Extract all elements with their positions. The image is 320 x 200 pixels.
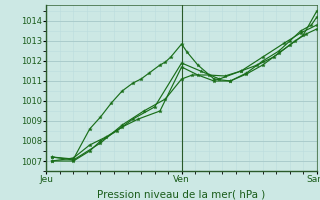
X-axis label: Pression niveau de la mer( hPa ): Pression niveau de la mer( hPa ) [98, 190, 266, 200]
